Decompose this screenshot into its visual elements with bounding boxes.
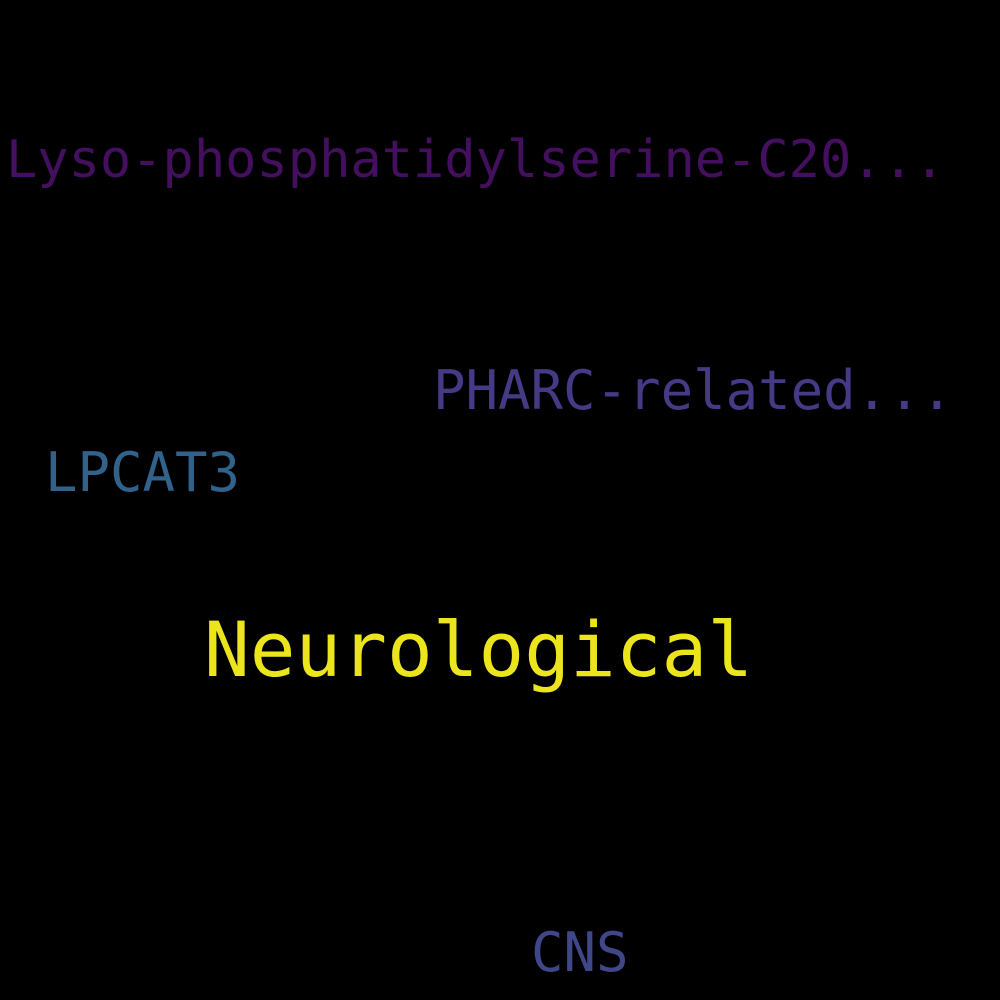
word-lpcat3: LPCAT3 [45, 441, 241, 504]
word-pharc-related: PHARC-related... [433, 359, 954, 422]
word-neurological: Neurological [204, 605, 754, 694]
word-cns: CNS [531, 921, 629, 984]
word-lyso-phosphatidylserine: Lyso-phosphatidylserine-C20... [6, 130, 946, 190]
